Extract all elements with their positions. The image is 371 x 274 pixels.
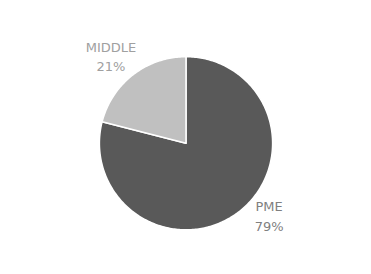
svg-text:79%: 79% [255, 219, 284, 234]
svg-text:21%: 21% [97, 59, 126, 74]
svg-text:MIDDLE: MIDDLE [86, 40, 137, 55]
svg-text:PME: PME [255, 199, 282, 214]
